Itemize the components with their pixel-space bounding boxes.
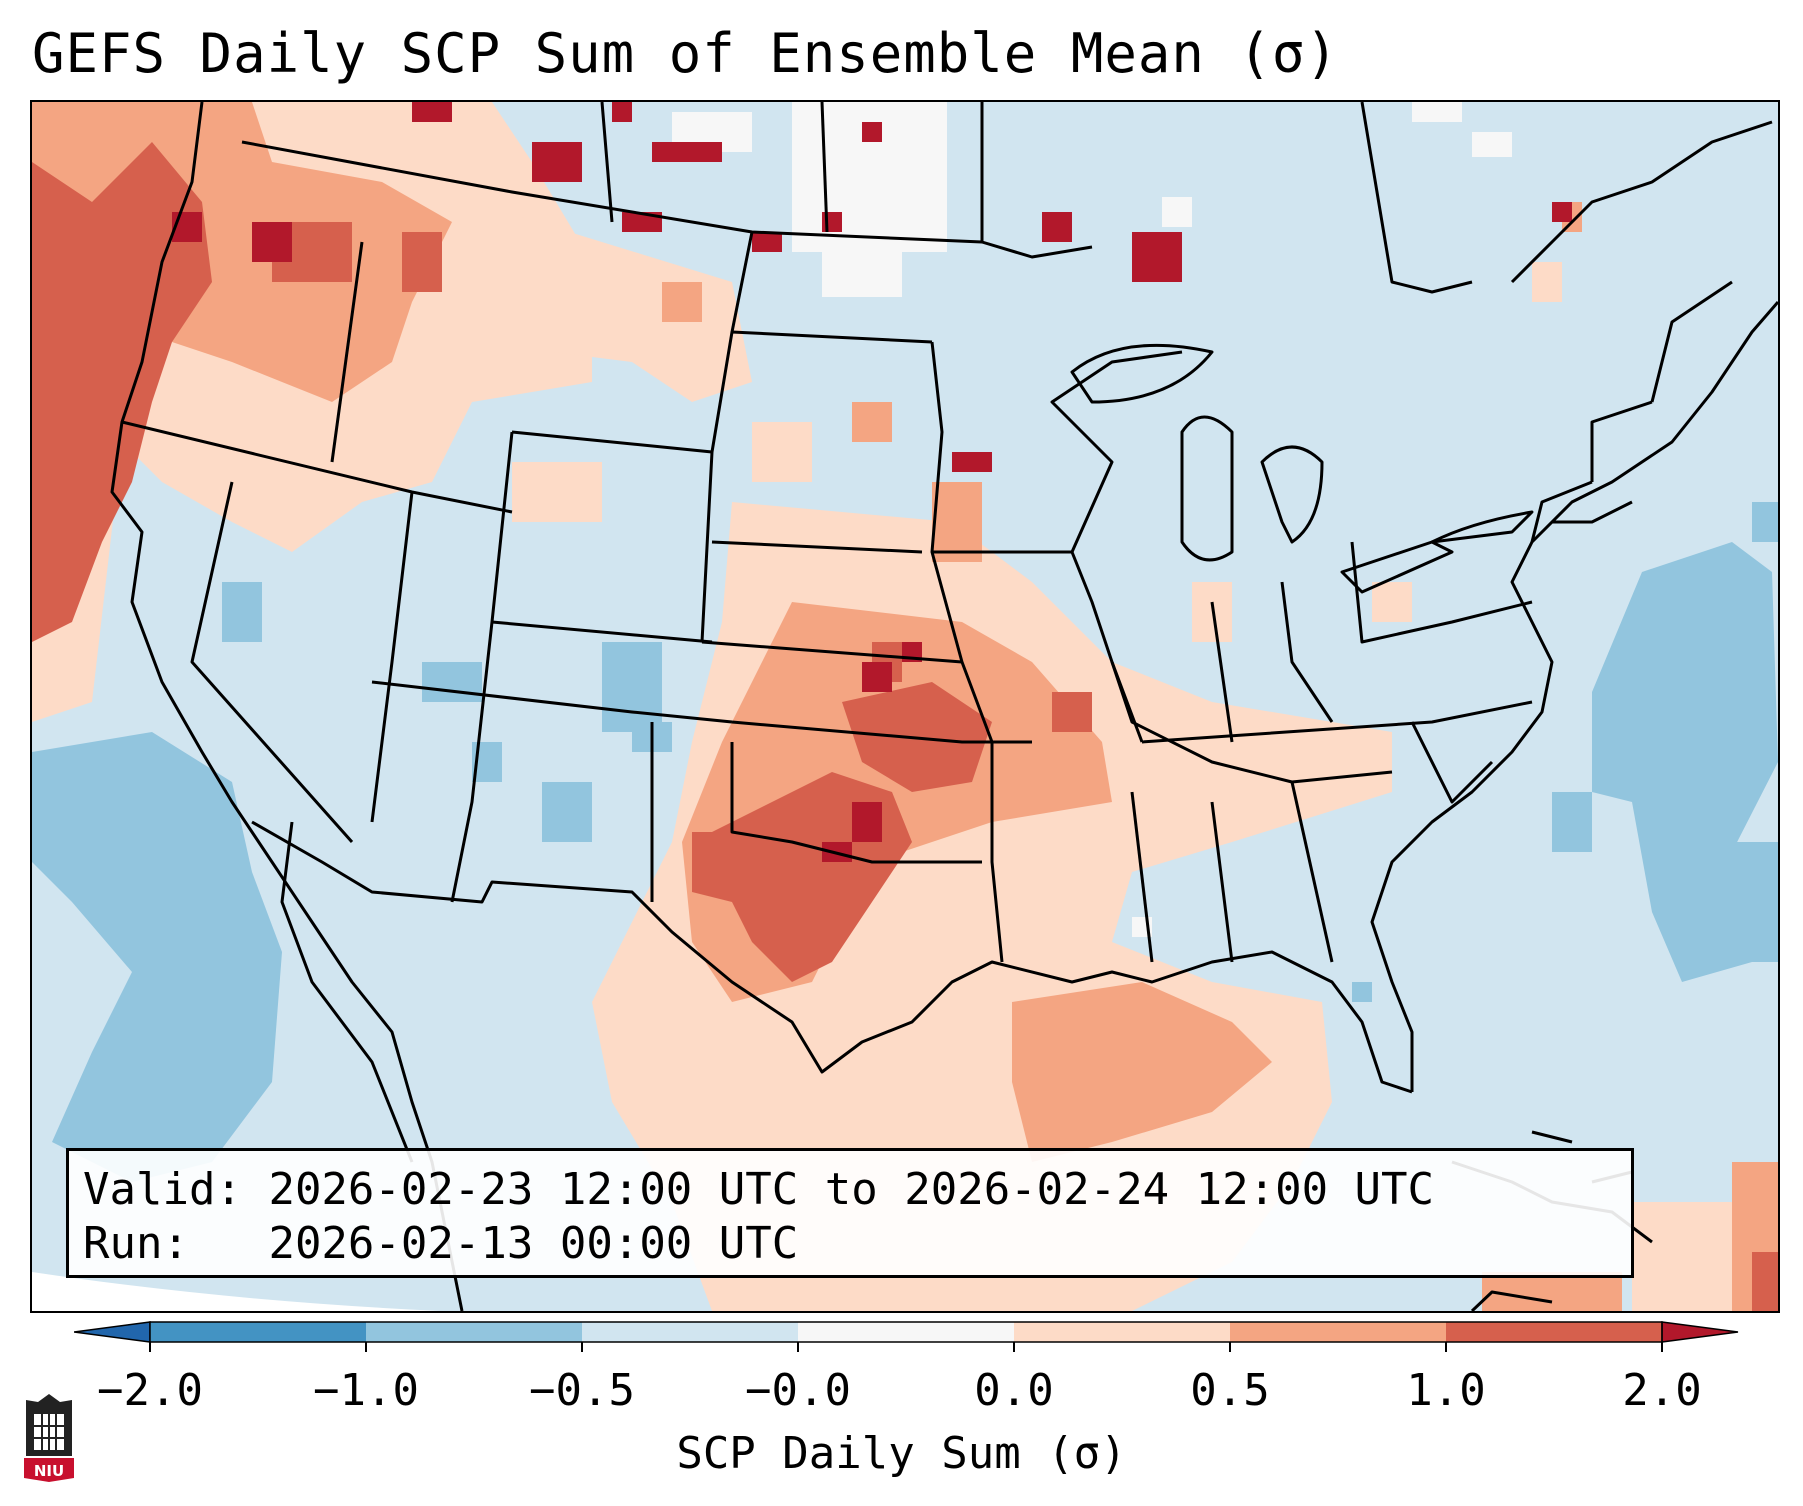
- valid-label: Valid:: [83, 1164, 242, 1215]
- colorbar-extend-high: [1661, 1321, 1739, 1343]
- colorbar-outline: [149, 1321, 1663, 1343]
- colorbar-tick-label: −2.0: [97, 1365, 203, 1416]
- map-title: GEFS Daily SCP Sum of Ensemble Mean (σ): [32, 22, 1339, 85]
- state-borders: [110, 102, 1778, 1311]
- validity-info-box: Valid: 2026-02-23 12:00 UTC to 2026-02-2…: [66, 1148, 1634, 1278]
- colorbar-tick-label: −0.0: [745, 1365, 851, 1416]
- colorbar-bin-05-1: [1230, 1322, 1446, 1342]
- colorbar-tick-label: −0.5: [529, 1365, 635, 1416]
- colorbar-bin-neg1-neg05: [366, 1322, 582, 1342]
- valid-time-range: 2026-02-23 12:00 UTC to 2026-02-24 12:00…: [268, 1164, 1435, 1215]
- run-label: Run:: [83, 1218, 189, 1269]
- niu-logo-icon: NIU: [24, 1394, 74, 1482]
- colorbar-extend-low: [74, 1321, 151, 1343]
- colorbar-tick-label: −1.0: [313, 1365, 419, 1416]
- negative-anomaly-patches: [32, 502, 1778, 1182]
- colorbar-bin-neg2-neg1: [150, 1322, 366, 1342]
- colorbar-bin-1-2: [1446, 1322, 1662, 1342]
- colorbar-tick-label: 2.0: [1622, 1365, 1702, 1416]
- logo-text: NIU: [34, 1462, 64, 1480]
- colorbar-tick-label: 0.5: [1190, 1365, 1270, 1416]
- colorbar-tick-label: 1.0: [1406, 1365, 1486, 1416]
- colorbar-label: SCP Daily Sum (σ): [676, 1428, 1127, 1479]
- run-time: 2026-02-13 00:00 UTC: [268, 1218, 799, 1269]
- extreme-positive-patches: [172, 102, 1572, 862]
- colorbar-bin-neg0-0: [798, 1322, 1014, 1342]
- projection-edge: [32, 1272, 932, 1311]
- map-panel[interactable]: [30, 100, 1780, 1313]
- neutral-patches: [672, 102, 1512, 937]
- colorbar-tick-marks: [149, 1342, 1663, 1352]
- colorbar-bin-neg05-neg0: [582, 1322, 798, 1342]
- colorbar: [74, 1321, 1739, 1352]
- colorbar-tick-label: 0.0: [974, 1365, 1054, 1416]
- colorbar-bin-0-05: [1014, 1322, 1230, 1342]
- scp-field-map: [32, 102, 1778, 1311]
